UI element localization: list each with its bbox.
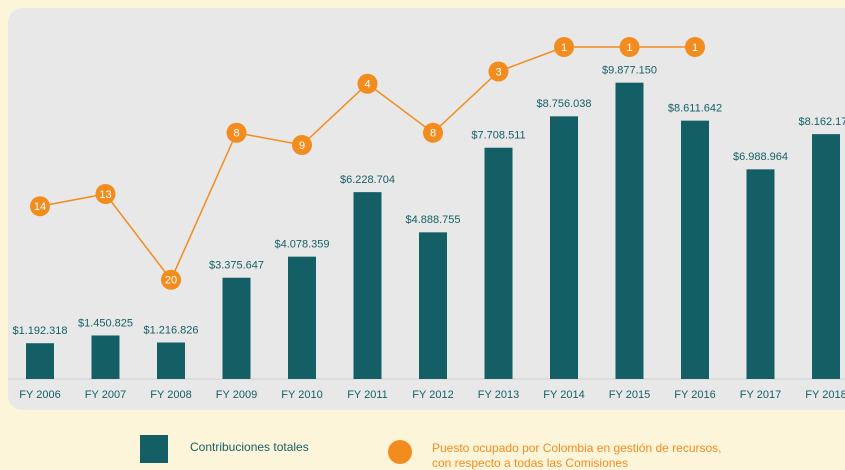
x-tick-label: FY 2016 [674,389,715,401]
legend-swatch-bar [140,435,168,463]
rank-label: 1 [692,42,698,54]
rank-label: 14 [34,201,46,213]
rank-marker [554,37,574,57]
legend-label: Puesto ocupado por Colombia en gestión d… [432,441,722,470]
value-label: $9.877.150 [602,65,657,77]
x-tick-label: FY 2012 [412,389,453,401]
x-tick-label: FY 2007 [85,389,126,401]
rank-label: 1 [561,42,567,54]
x-tick-label: FY 2015 [609,389,650,401]
value-label: $1.192.318 [12,325,67,337]
bar [222,277,251,379]
bar [484,147,513,379]
rank-marker [161,269,181,290]
bar [812,134,840,379]
x-tick-label: FY 2013 [478,389,519,401]
bar [550,116,578,380]
bar [157,342,185,379]
x-tick-label: FY 2009 [216,389,257,401]
value-label: $8.162.174 [798,116,845,128]
rank-marker [357,73,378,94]
rank-label: 8 [430,128,436,140]
rank-label: 4 [364,79,370,91]
bar [746,169,775,379]
rank-marker [95,184,116,204]
x-tick-label: FY 2018 [805,389,845,401]
bar [681,120,709,379]
x-tick-label: FY 2006 [19,389,60,401]
rank-label: 1 [626,42,632,54]
x-tick-label: FY 2014 [543,389,584,401]
x-tick-label: FY 2008 [150,389,191,401]
value-label: $4.078.359 [274,239,329,251]
value-label: $1.216.826 [143,324,198,336]
rank-marker [226,122,247,143]
rank-label: 9 [299,140,305,152]
rank-label: 20 [165,275,177,287]
rank-label: 13 [99,189,111,201]
rank-label: 8 [233,128,239,140]
x-tick-label: FY 2017 [740,389,781,401]
x-tick-label: FY 2010 [281,389,322,401]
bar [615,82,644,380]
value-label: $4.888.755 [405,214,460,226]
rank-marker [292,135,312,155]
bar [26,343,54,379]
value-label: $7.708.511 [471,130,525,142]
value-label: $3.375.647 [209,260,264,272]
rank-marker [685,37,705,57]
rank-marker [619,37,640,57]
value-label: $8.611.642 [668,103,722,115]
bar [419,232,447,379]
value-label: $8.756.038 [536,98,591,110]
rank-label: 3 [495,66,501,78]
bar [288,256,316,379]
bar [353,192,382,379]
bar [91,335,120,379]
value-label: $1.450.825 [78,317,133,329]
legend-label: Contribuciones totales [190,440,309,454]
rank-marker [423,122,443,143]
x-tick-label: FY 2011 [347,389,388,401]
rank-marker [488,61,509,82]
legend-swatch-line [388,440,412,464]
value-label: $6.228.704 [340,174,395,186]
value-label: $6.988.964 [733,151,788,163]
rank-marker [30,196,50,217]
